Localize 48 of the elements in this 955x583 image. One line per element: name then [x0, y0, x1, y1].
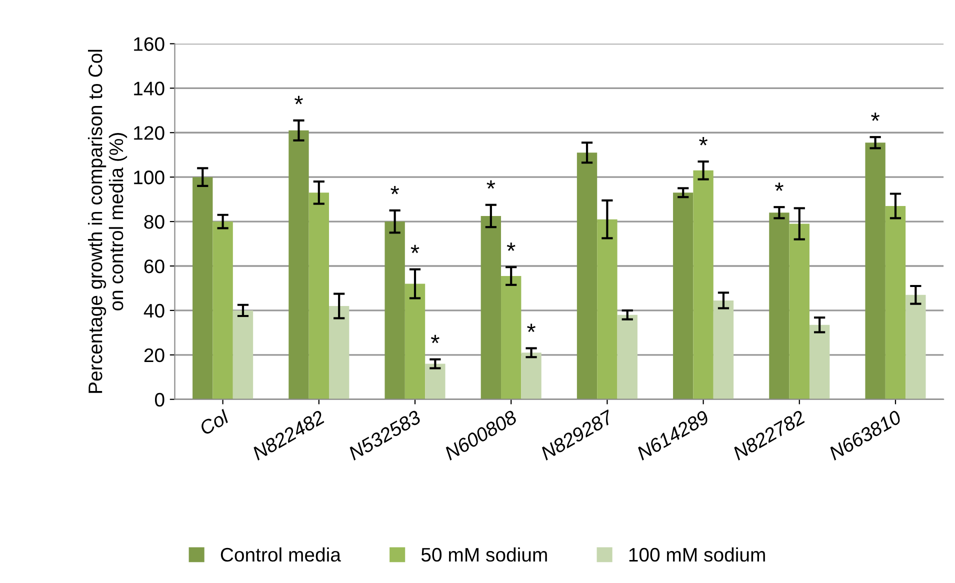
x-tick-label: Col — [198, 408, 230, 436]
bar — [212, 222, 233, 400]
data-label: * — [699, 137, 708, 146]
bar — [906, 294, 926, 400]
legend-label: 100 mM sodium — [629, 547, 765, 562]
legend-label: Control media — [220, 547, 341, 562]
bar — [789, 224, 810, 400]
y-tick-label: 0 — [154, 392, 164, 407]
data-label: * — [390, 186, 400, 194]
bar — [192, 177, 213, 400]
data-label: * — [775, 182, 784, 191]
bar — [232, 310, 254, 400]
bar — [501, 276, 522, 400]
bar — [480, 216, 502, 400]
bar — [521, 352, 542, 400]
bar — [288, 130, 309, 400]
data-label: * — [486, 180, 496, 189]
y-tick-label: 80 — [144, 215, 164, 229]
bar — [308, 192, 329, 400]
y-tick-label: 100 — [134, 170, 164, 184]
bar — [617, 314, 638, 400]
bar — [809, 324, 830, 400]
y-tick-label: 160 — [134, 37, 164, 51]
y-tick-label: 140 — [134, 82, 164, 96]
data-label: * — [294, 96, 303, 104]
legend-label: 50 mM sodium — [421, 547, 547, 562]
bar — [597, 219, 618, 400]
data-label: * — [506, 242, 516, 251]
bar — [404, 284, 426, 400]
data-label: * — [410, 244, 420, 254]
y-tick-label: 60 — [144, 259, 164, 274]
bar — [885, 206, 906, 400]
bar — [425, 364, 446, 400]
bar — [769, 212, 790, 400]
bar — [576, 152, 598, 400]
y-axis-title: Percentage growth in comparison to Col on control media (%) — [88, 50, 128, 393]
y-tick-label: 20 — [144, 348, 164, 362]
y-tick-label: 40 — [144, 304, 164, 318]
bar — [673, 192, 694, 400]
bar — [329, 306, 350, 400]
bar — [693, 170, 714, 400]
y-tick-label: 120 — [134, 126, 164, 140]
data-label: * — [527, 324, 536, 332]
bar — [384, 222, 405, 400]
data-label: * — [871, 112, 880, 121]
data-label: * — [430, 334, 440, 344]
bar — [713, 300, 734, 400]
bar — [865, 142, 886, 400]
